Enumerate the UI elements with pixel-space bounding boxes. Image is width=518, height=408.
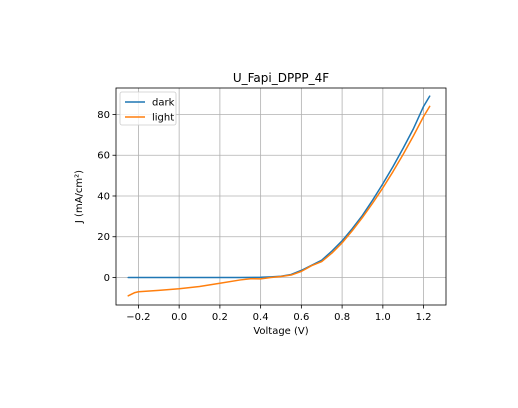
legend-label-light: light (152, 113, 174, 124)
x-axis-label: Voltage (V) (253, 326, 308, 337)
y-axis-label: J (mA/cm²) (74, 170, 85, 224)
plot-frame (115, 87, 447, 306)
series-line-dark (127, 95, 431, 279)
legend: dark light (119, 91, 177, 126)
y-tick-label: 40 (97, 191, 110, 202)
y-tick-label: 20 (97, 232, 110, 243)
x-tick-label: 0.6 (293, 312, 309, 323)
chart-title: U_Fapi_DPPP_4F (233, 71, 329, 85)
series-line-light (127, 105, 431, 297)
x-tick-label: 0.4 (253, 312, 269, 323)
x-tick-label: 1.0 (375, 312, 391, 323)
x-tick-label: 0.8 (334, 312, 350, 323)
legend-label-dark: dark (152, 98, 175, 109)
x-tick-label: 1.2 (416, 312, 432, 323)
series-layer (127, 95, 431, 297)
y-tick-label: 80 (97, 110, 110, 121)
x-tick-label: −0.2 (126, 312, 150, 323)
y-tick-label: 60 (97, 151, 110, 162)
x-tick-label: 0.2 (212, 312, 228, 323)
y-tick-label: 0 (104, 273, 110, 284)
x-tick-label: 0.0 (171, 312, 187, 323)
tick-layer: −0.2 0.0 0.2 0.4 0.6 0.8 1.0 1.2 0 20 40 60 80 (97, 110, 431, 323)
